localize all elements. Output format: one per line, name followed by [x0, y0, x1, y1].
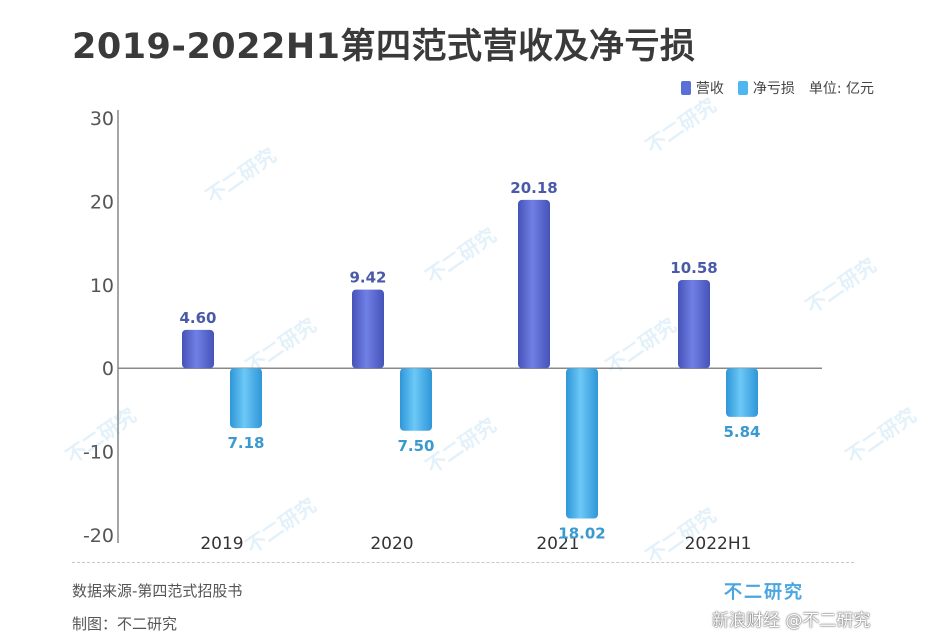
y-tick-label: 20: [90, 191, 114, 213]
legend-swatch-net-loss: [737, 81, 748, 95]
legend-label-net-loss: 净亏损: [752, 81, 795, 97]
y-tick-label: 30: [90, 108, 114, 130]
y-tick-label: -10: [83, 442, 114, 464]
legend-swatch-revenue: [680, 81, 691, 95]
y-tick-label: 10: [90, 275, 114, 297]
net-loss-bar: [726, 368, 758, 417]
revenue-value-label: 9.42: [349, 269, 386, 287]
revenue-value-label: 20.18: [510, 179, 557, 197]
legend-label-revenue: 营收: [695, 81, 724, 97]
net-loss-bar: [566, 368, 598, 519]
net-loss-value-label: 5.84: [723, 423, 760, 441]
legend-item-net-loss: 净亏损: [737, 78, 795, 98]
revenue-bar: [678, 279, 710, 369]
x-category-label: 2021: [536, 534, 579, 554]
net-loss-bar: [400, 368, 432, 431]
data-source-note: 数据来源-第四范式招股书: [72, 582, 243, 600]
net-loss-value-label: 18.02: [558, 524, 605, 542]
net-loss-value-label: 7.50: [397, 437, 434, 455]
x-category-label: 2019: [200, 534, 243, 554]
brand-logo-text: 不二研究: [724, 582, 804, 603]
net-loss-value-label: 7.18: [227, 434, 264, 452]
y-tick-label: 0: [102, 358, 114, 380]
y-tick-label: -20: [83, 525, 114, 547]
chart-title: 2019-2022H1第四范式营收及净亏损: [72, 27, 696, 67]
footer-divider: [72, 562, 854, 563]
revenue-bar: [518, 199, 550, 369]
net-loss-bar: [230, 368, 262, 429]
corner-watermark: 新浪财经 @不二研究: [712, 611, 871, 631]
legend-item-revenue: 营收: [680, 78, 724, 98]
x-category-label: 2022H1: [685, 534, 752, 554]
chart-legend: 营收 净亏损 单位: 亿元: [680, 78, 874, 98]
revenue-bar: [182, 329, 214, 369]
chart-maker-note: 制图：不二研究: [72, 615, 178, 633]
x-category-label: 2020: [370, 534, 413, 554]
unit-label: 单位: 亿元: [808, 81, 874, 97]
revenue-value-label: 4.60: [179, 309, 216, 327]
revenue-value-label: 10.58: [670, 259, 717, 277]
revenue-bar: [352, 289, 384, 369]
